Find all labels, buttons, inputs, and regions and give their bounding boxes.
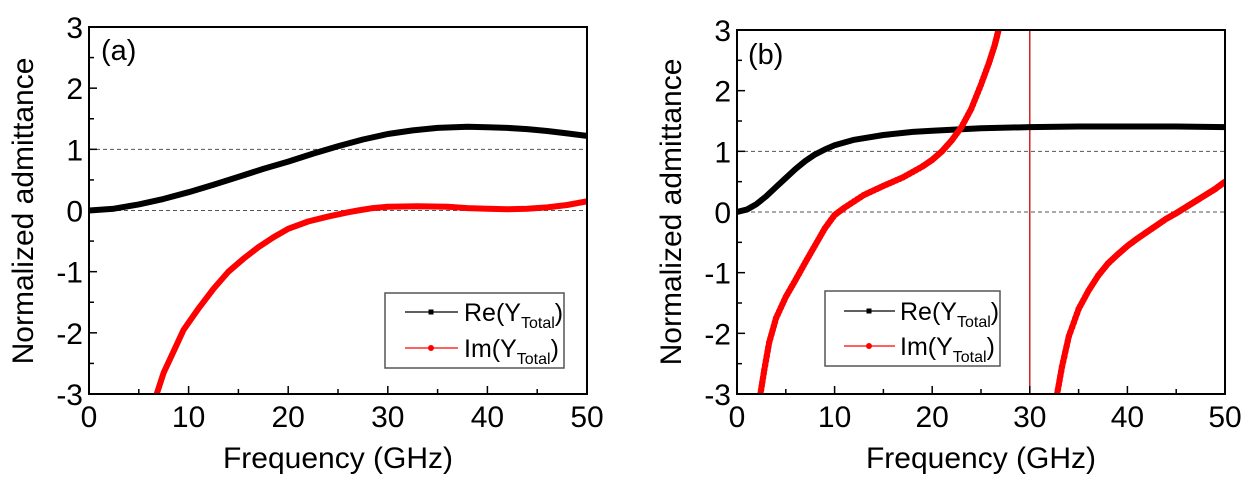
legend-label-re: Re(YTotal) bbox=[464, 299, 563, 332]
axis-ticks bbox=[736, 29, 1226, 395]
legend-marker-re bbox=[866, 308, 872, 314]
data-point-im bbox=[994, 30, 1002, 36]
x-tick-label: 30 bbox=[1013, 401, 1046, 434]
y-tick-label: -1 bbox=[56, 257, 83, 290]
y-tick-label: -3 bbox=[704, 379, 731, 412]
series-line-re bbox=[89, 123, 587, 214]
y-tick-labels: -3 -2 -1 0 1 2 3 bbox=[56, 12, 83, 412]
legend-label-re: Re(YTotal) bbox=[900, 298, 999, 331]
x-tick-label: 50 bbox=[1208, 401, 1241, 434]
legend-box bbox=[824, 290, 1001, 367]
y-tick-label: -2 bbox=[56, 318, 83, 351]
panel-a: 0 10 20 30 40 50 -3 -2 -1 0 1 2 3 Frequency (GHz) N… bbox=[7, 12, 604, 475]
data-point-im bbox=[1063, 343, 1070, 350]
y-tick-label: -2 bbox=[704, 318, 731, 351]
panel-label: (b) bbox=[748, 39, 783, 71]
x-tick-label: 50 bbox=[570, 401, 603, 434]
x-tick-labels: 0 10 20 30 40 50 bbox=[81, 401, 604, 434]
x-tick-label: 10 bbox=[172, 401, 205, 434]
data-point-im bbox=[1220, 179, 1225, 187]
x-tick-label: 30 bbox=[371, 401, 404, 434]
y-axis-title: Normalized admittance bbox=[7, 58, 40, 365]
x-tick-label: 0 bbox=[729, 401, 746, 434]
legend-marker-re bbox=[428, 309, 434, 315]
legend: Re(YTotal) Im(YTotal) bbox=[384, 292, 565, 369]
y-tick-label: 1 bbox=[714, 136, 731, 169]
legend-item-im: Im(YTotal) bbox=[405, 335, 559, 368]
data-point-im bbox=[1059, 358, 1067, 365]
panel-label: (a) bbox=[101, 35, 136, 67]
y-tick-label: 1 bbox=[66, 134, 83, 167]
x-tick-label: 10 bbox=[818, 401, 851, 434]
series-line-im bbox=[153, 198, 587, 394]
legend-marker-im bbox=[428, 345, 434, 351]
legend-label-im: Im(YTotal) bbox=[900, 333, 995, 366]
x-axis-title: Frequency (GHz) bbox=[866, 442, 1096, 475]
legend-item-re: Re(YTotal) bbox=[844, 298, 999, 331]
data-point-im bbox=[1061, 353, 1068, 360]
x-tick-label: 0 bbox=[81, 401, 98, 434]
legend-item-re: Re(YTotal) bbox=[405, 299, 563, 332]
legend-item-im: Im(YTotal) bbox=[844, 333, 995, 366]
x-axis-title: Frequency (GHz) bbox=[223, 442, 453, 475]
data-point-im bbox=[1064, 338, 1071, 345]
y-tick-label: 3 bbox=[66, 12, 83, 45]
legend: Re(YTotal) Im(YTotal) bbox=[824, 290, 1001, 367]
plot-area bbox=[89, 123, 587, 394]
y-tick-label: 0 bbox=[714, 197, 731, 230]
plot-area bbox=[737, 30, 1225, 394]
x-tick-label: 20 bbox=[272, 401, 305, 434]
axis-ticks bbox=[88, 26, 588, 395]
reference-lines bbox=[737, 150, 1225, 213]
legend-marker-im bbox=[866, 343, 872, 349]
y-tick-label: 3 bbox=[714, 15, 731, 48]
y-tick-label: 2 bbox=[714, 76, 731, 109]
y-tick-label: -1 bbox=[704, 258, 731, 291]
legend-box bbox=[384, 292, 565, 369]
x-tick-label: 20 bbox=[916, 401, 949, 434]
y-tick-label: -3 bbox=[56, 379, 83, 412]
y-tick-label: 0 bbox=[66, 196, 83, 229]
y-tick-labels: -3 -2 -1 0 1 2 3 bbox=[704, 15, 731, 412]
x-tick-label: 40 bbox=[471, 401, 504, 434]
y-tick-label: 2 bbox=[66, 73, 83, 106]
panel-b: 0 10 20 30 40 50 -3 -2 -1 0 1 2 3 Frequency (GHz) N… bbox=[655, 15, 1242, 475]
x-tick-label: 40 bbox=[1111, 401, 1144, 434]
y-axis-title: Normalized admittance bbox=[655, 59, 688, 366]
data-point-im bbox=[1062, 348, 1069, 355]
legend-label-im: Im(YTotal) bbox=[464, 335, 559, 368]
data-point-im bbox=[1058, 363, 1066, 370]
x-tick-labels: 0 10 20 30 40 50 bbox=[729, 401, 1242, 434]
series-line-im bbox=[1054, 178, 1225, 394]
series-line-re bbox=[737, 123, 1225, 215]
